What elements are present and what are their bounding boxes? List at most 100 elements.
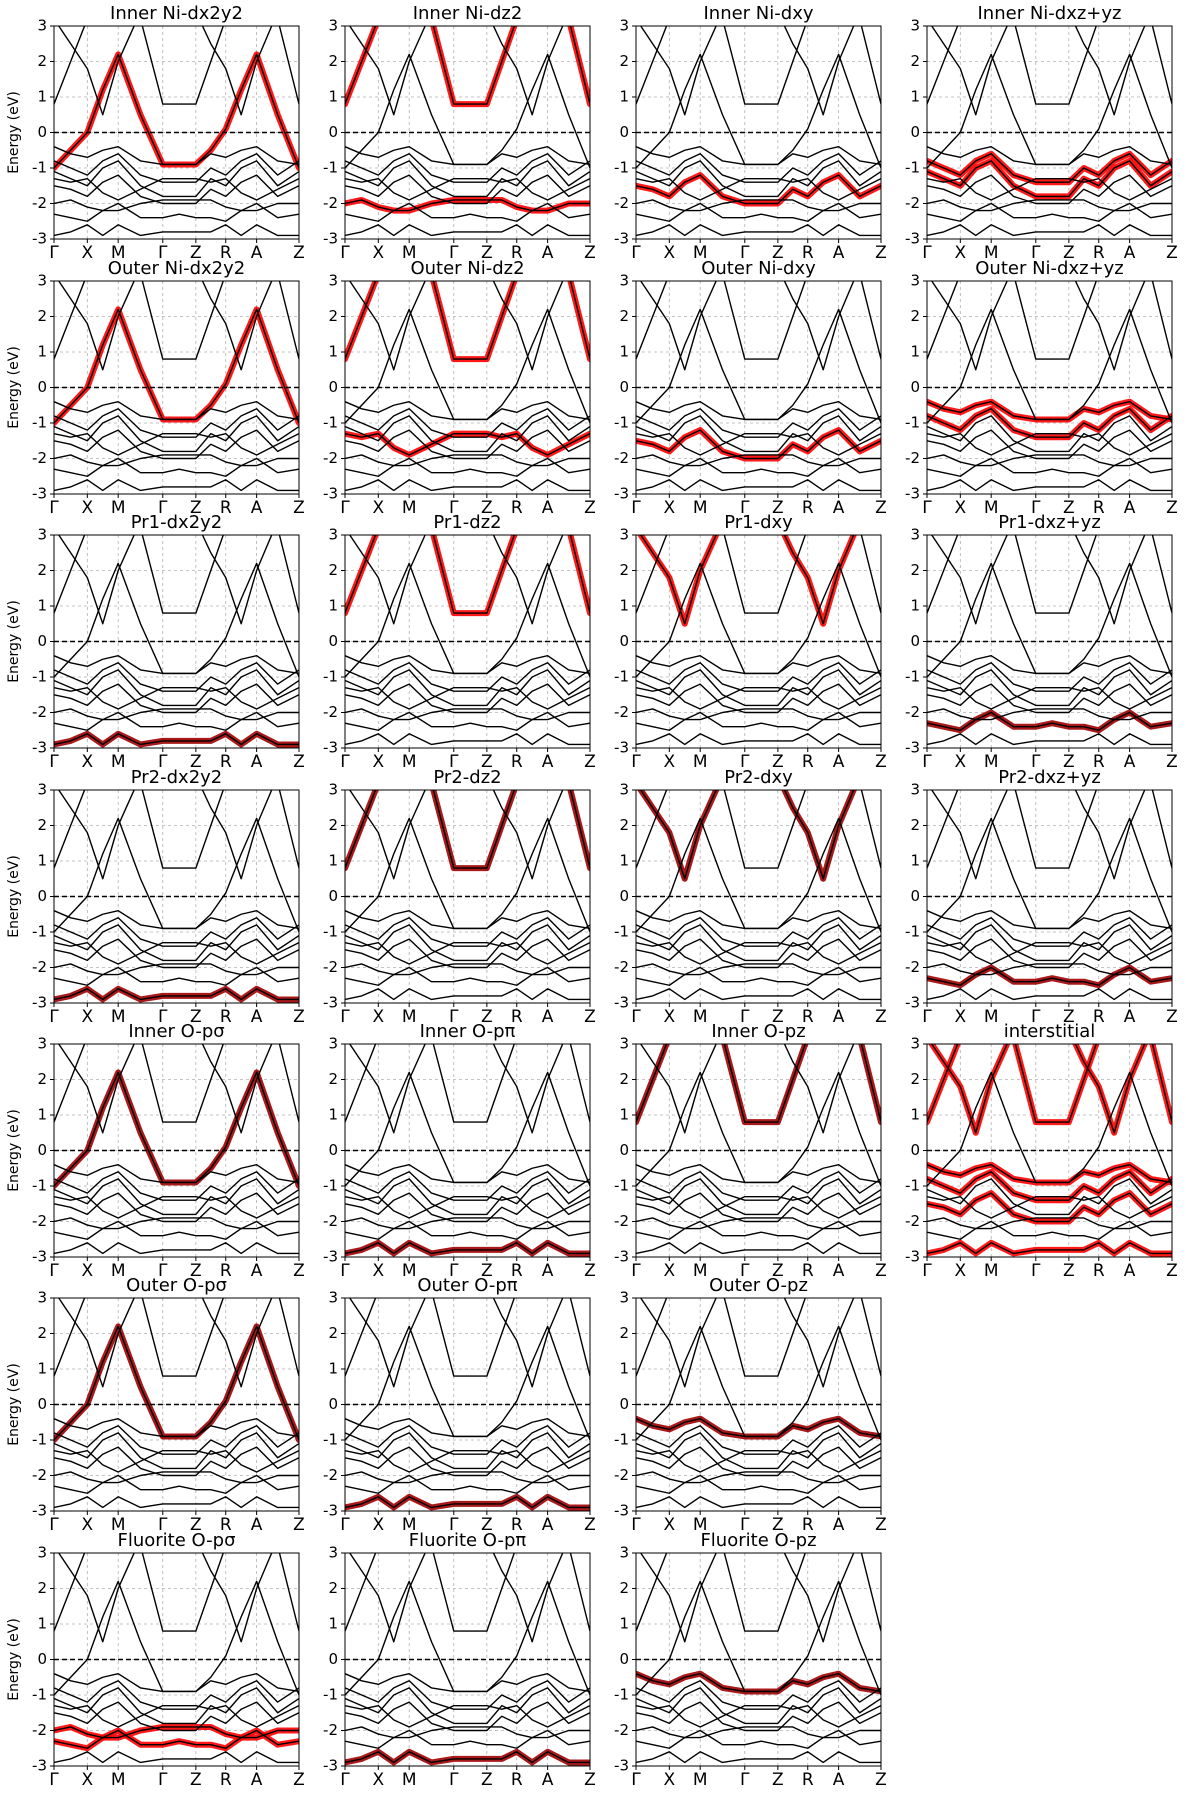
y-tick-label: -1 [614, 414, 629, 432]
y-tick-label: 3 [328, 17, 338, 35]
band-line [930, 281, 1146, 371]
y-tick-label: 0 [328, 123, 338, 141]
y-tick-label: -3 [32, 739, 47, 757]
y-tick-label: 3 [37, 1544, 47, 1562]
x-tick-label: A [542, 1515, 554, 1535]
y-tick-label: 3 [619, 17, 629, 35]
panel-title: Inner O-pσ [128, 1021, 224, 1042]
panel-title: Inner Ni-dx2y2 [110, 3, 243, 24]
band-line [927, 479, 1172, 492]
y-tick-label: 1 [910, 1106, 920, 1124]
band-line [636, 1701, 881, 1732]
band-line [57, 26, 273, 116]
y-tick-label: -2 [614, 1721, 629, 1739]
band-line [345, 790, 590, 869]
y-tick-label: 3 [619, 1289, 629, 1307]
y-tick-label: -2 [614, 703, 629, 721]
y-tick-label: 2 [910, 1070, 920, 1088]
x-tick-label: Γ [631, 1261, 641, 1281]
y-tick-label: -1 [905, 668, 920, 686]
band-line [345, 174, 590, 205]
band-line [345, 1432, 590, 1470]
x-tick-label: M [984, 752, 999, 772]
y-tick-label: 1 [328, 343, 338, 361]
band-line [927, 432, 1172, 456]
x-tick-label: X [954, 1261, 966, 1281]
x-tick-label: Z [584, 498, 596, 518]
x-tick-label: Z [772, 1770, 784, 1790]
y-tick-label: 2 [619, 816, 629, 834]
band-line [927, 662, 1172, 692]
band-line [54, 1432, 299, 1470]
x-tick-label: A [542, 752, 554, 772]
y-tick-label: -3 [323, 994, 338, 1012]
band-line [636, 1178, 881, 1216]
x-tick-label: X [372, 1515, 384, 1535]
x-tick-label: R [802, 1515, 814, 1535]
y-tick-label: 0 [619, 378, 629, 396]
y-tick-label: -1 [323, 923, 338, 941]
x-tick-label: Γ [340, 1007, 350, 1027]
band-line [345, 1496, 590, 1509]
x-tick-label: R [511, 1261, 523, 1281]
x-tick-label: A [833, 1515, 845, 1535]
y-tick-label: -2 [323, 449, 338, 467]
band-line [636, 1298, 881, 1377]
band-line [345, 281, 590, 360]
band-line [348, 790, 564, 880]
band-line [345, 177, 590, 201]
y-axis-label: Energy (eV) [6, 1618, 22, 1701]
band-line [927, 917, 1172, 947]
y-tick-label: -3 [32, 1248, 47, 1266]
band-line [639, 1553, 855, 1643]
band-line [345, 1449, 590, 1473]
y-tick-label: 1 [328, 88, 338, 106]
y-tick-label: -3 [32, 1502, 47, 1520]
y-tick-label: -1 [323, 414, 338, 432]
band-line [636, 655, 881, 675]
band-line [348, 26, 564, 116]
y-tick-label: 3 [37, 17, 47, 35]
x-tick-label: X [81, 243, 93, 263]
x-tick-label: X [81, 1770, 93, 1790]
band-line [54, 1673, 299, 1693]
panel-title: interstitial [1004, 1021, 1095, 1042]
x-tick-label: M [111, 1515, 126, 1535]
projected-band [636, 427, 881, 462]
x-tick-label: Γ [49, 1007, 59, 1027]
y-tick-label: 2 [328, 307, 338, 325]
band-line [927, 988, 1172, 1001]
x-tick-label: X [81, 498, 93, 518]
y-tick-label: -3 [32, 230, 47, 248]
x-tick-label: X [663, 752, 675, 772]
axes-frame [344, 1297, 591, 1512]
x-tick-label: Γ [340, 752, 350, 772]
band-line [636, 733, 881, 746]
y-tick-label: 1 [37, 343, 47, 361]
x-tick-label: M [693, 1515, 708, 1535]
x-tick-label: Z [772, 1007, 784, 1027]
y-tick-label: -2 [323, 1466, 338, 1484]
projected-band [636, 172, 881, 207]
x-tick-label: Z [293, 498, 305, 518]
band-line [345, 202, 590, 222]
y-tick-label: 1 [328, 597, 338, 615]
x-tick-label: Z [481, 1770, 493, 1790]
band-line [636, 1729, 881, 1749]
x-tick-label: Z [1063, 752, 1075, 772]
band-line [345, 199, 590, 212]
band-line [54, 457, 299, 477]
band-line [927, 963, 1172, 976]
y-tick-label: 0 [619, 632, 629, 650]
x-tick-label: Γ [340, 1770, 350, 1790]
y-tick-label: -3 [323, 485, 338, 503]
y-axis-label: Energy (eV) [6, 91, 22, 174]
band-line [636, 1220, 881, 1240]
y-tick-label: -3 [323, 230, 338, 248]
x-tick-label: Z [584, 1261, 596, 1281]
x-tick-label: Z [190, 243, 202, 263]
y-tick-label: -1 [32, 1431, 47, 1449]
y-tick-label: -3 [614, 485, 629, 503]
